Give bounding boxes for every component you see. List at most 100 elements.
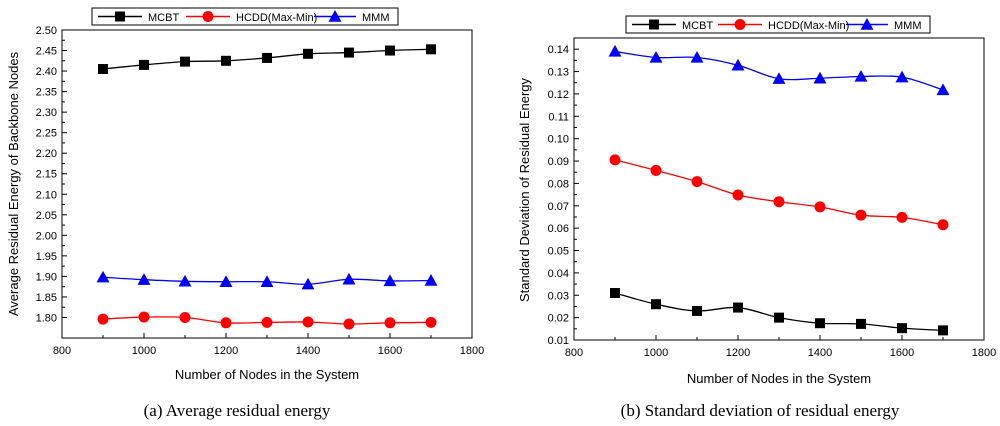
y-tick-label: 2.00 <box>36 230 57 242</box>
data-point-mcbt <box>139 59 149 70</box>
data-point-mcbt <box>856 318 866 329</box>
legend-marker-hcdd <box>202 11 214 22</box>
y-tick-label: 2.25 <box>36 128 57 140</box>
legend-label-hcdd: HCDD(Max-Min) <box>236 12 317 24</box>
data-point-hcdd-max-min <box>138 311 150 323</box>
data-point-mcbt <box>774 312 784 323</box>
series-lines-b <box>614 50 944 332</box>
data-point-mmm <box>854 69 868 82</box>
legend-marker-shape <box>115 11 125 22</box>
data-point-mcbt <box>303 48 313 59</box>
data-point-mmm <box>96 270 110 283</box>
data-point-mcbt <box>610 288 620 299</box>
y-tick-label: 2.45 <box>36 46 57 58</box>
plot-frame-a <box>61 29 473 339</box>
series-line-hcdd-max-min <box>614 159 944 226</box>
y-tick-label: 0.01 <box>548 335 569 347</box>
legend-item-hcdd: HCDD(Max-Min) <box>186 11 317 24</box>
legend-marker-mmm <box>328 10 342 22</box>
x-axis-label-b: Number of Nodes in the System <box>687 371 871 386</box>
series-markers-a <box>96 44 438 330</box>
data-point-mcbt <box>98 64 108 75</box>
y-axis-label-a: Average Residual Energy of Backbone Node… <box>6 51 21 316</box>
data-point-hcdd-max-min <box>609 154 621 166</box>
y-tick-label: 2.35 <box>36 87 57 99</box>
x-tick-label: 800 <box>53 345 71 357</box>
axes-a: 800 1000 1200 1400 1600 1800 1.80 1.85 1.90 1.95 2… <box>36 25 485 357</box>
data-point-mcbt <box>262 52 272 63</box>
data-point-hcdd-max-min <box>343 318 355 330</box>
legend-marker-shape <box>202 11 214 22</box>
data-point-mmm <box>383 274 397 287</box>
y-tick-label: 0.04 <box>548 268 569 280</box>
data-point-hcdd-max-min <box>855 209 867 221</box>
data-point-mmm <box>731 58 745 71</box>
legend-label-mmm: MMM <box>362 12 390 24</box>
legend-marker-mcbt <box>649 19 659 30</box>
legend-item-mcbt: MCBT <box>98 11 179 24</box>
data-point-mcbt <box>815 318 825 329</box>
data-point-mcbt <box>221 55 231 66</box>
legend-item-mmm: MMM <box>846 18 922 32</box>
legend-label-mcbt: MCBT <box>148 12 179 24</box>
y-tick-label: 1.80 <box>36 312 57 324</box>
legend-marker-shape <box>734 19 746 30</box>
data-point-hcdd-max-min <box>97 313 109 325</box>
x-tick-label: 1200 <box>214 345 238 357</box>
legend-a: MCBT HCDD(Max-Min) MMM <box>91 7 399 26</box>
legend-marker-shape <box>649 19 659 30</box>
y-tick-label: 1.95 <box>36 251 57 263</box>
y-tick-label: 0.08 <box>548 178 569 190</box>
data-point-mmm <box>219 275 233 287</box>
data-point-hcdd-max-min <box>261 316 273 328</box>
series-line-mmm <box>614 50 944 91</box>
data-point-hcdd-max-min <box>384 317 396 329</box>
legend-label-hcdd: HCDD(Max-Min) <box>768 20 849 32</box>
data-point-mmm <box>301 277 315 290</box>
data-point-mmm <box>813 71 827 84</box>
y-tick-label: 0.14 <box>548 44 569 56</box>
panel-a: MCBT HCDD(Max-Min) MMM 800 1000 1200 1400 16… <box>6 7 485 420</box>
legend-label-mcbt: MCBT <box>682 20 713 32</box>
data-point-hcdd-max-min <box>937 219 949 231</box>
data-point-mmm <box>137 273 151 285</box>
y-tick-label: 1.85 <box>36 292 57 304</box>
x-tick-label: 1400 <box>808 347 832 359</box>
y-tick-label: 2.50 <box>36 25 57 37</box>
data-point-hcdd-max-min <box>650 164 662 176</box>
y-tick-label: 0.03 <box>548 290 569 302</box>
data-point-mcbt <box>733 302 743 313</box>
panel-b: MCBT HCDD(Max-Min) MMM 800 1000 1200 1400 16… <box>517 15 996 420</box>
y-tick-label: 0.05 <box>548 246 569 258</box>
y-tick-label: 0.06 <box>548 223 569 235</box>
legend-box <box>625 15 931 34</box>
legend-box <box>91 7 399 26</box>
legend-b: MCBT HCDD(Max-Min) MMM <box>625 15 931 34</box>
data-point-mcbt <box>426 44 436 55</box>
data-point-mcbt <box>692 305 702 316</box>
data-point-hcdd-max-min <box>302 316 314 328</box>
data-point-hcdd-max-min <box>691 176 703 188</box>
x-tick-label: 1600 <box>378 345 402 357</box>
data-point-mmm <box>424 274 438 286</box>
y-tick-label: 2.05 <box>36 210 57 222</box>
data-point-mcbt <box>385 45 395 56</box>
data-point-mmm <box>608 44 622 57</box>
y-tick-label: 0.07 <box>548 201 569 213</box>
legend-item-mmm: MMM <box>314 10 390 24</box>
x-tick-label: 1400 <box>296 345 320 357</box>
legend-marker-hcdd <box>734 19 746 30</box>
legend-item-hcdd: HCDD(Max-Min) <box>718 19 849 32</box>
caption-b: (b) Standard deviation of residual energ… <box>621 401 900 420</box>
data-point-hcdd-max-min <box>896 211 908 223</box>
data-point-mmm <box>342 272 356 285</box>
data-point-mcbt <box>651 299 661 310</box>
data-point-hcdd-max-min <box>732 189 744 201</box>
legend-item-mcbt: MCBT <box>632 19 713 32</box>
data-point-mcbt <box>180 56 190 67</box>
data-point-hcdd-max-min <box>425 316 437 328</box>
x-tick-label: 1800 <box>460 345 484 357</box>
x-tick-label: 1000 <box>644 347 668 359</box>
data-point-mmm <box>690 50 704 63</box>
